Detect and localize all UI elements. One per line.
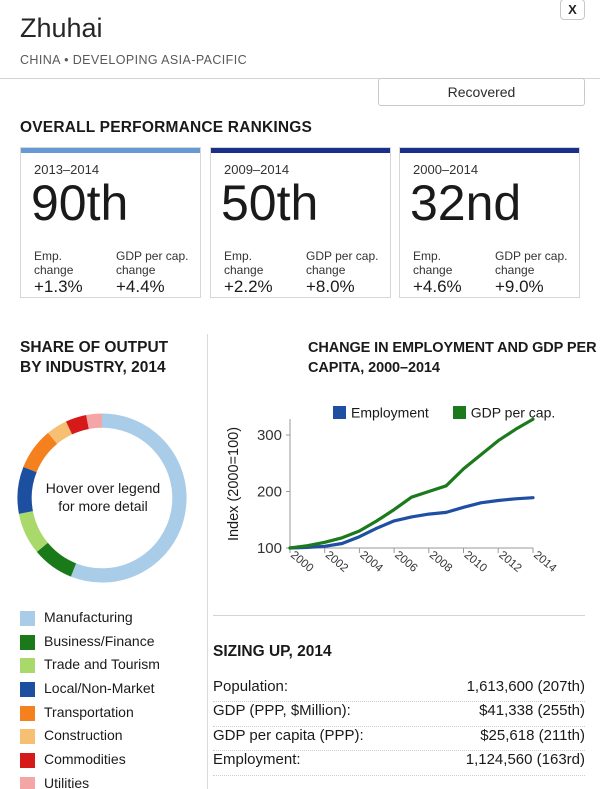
svg-text:2010: 2010 <box>462 549 489 575</box>
svg-text:300: 300 <box>257 427 282 444</box>
svg-text:200: 200 <box>257 484 282 501</box>
svg-text:2000: 2000 <box>288 549 315 575</box>
svg-text:2014: 2014 <box>531 549 559 575</box>
svg-text:2012: 2012 <box>496 549 523 575</box>
svg-text:2006: 2006 <box>392 549 419 575</box>
svg-text:2004: 2004 <box>357 549 385 575</box>
svg-text:100: 100 <box>257 540 282 557</box>
svg-text:2002: 2002 <box>323 549 350 575</box>
svg-text:2008: 2008 <box>427 549 454 575</box>
